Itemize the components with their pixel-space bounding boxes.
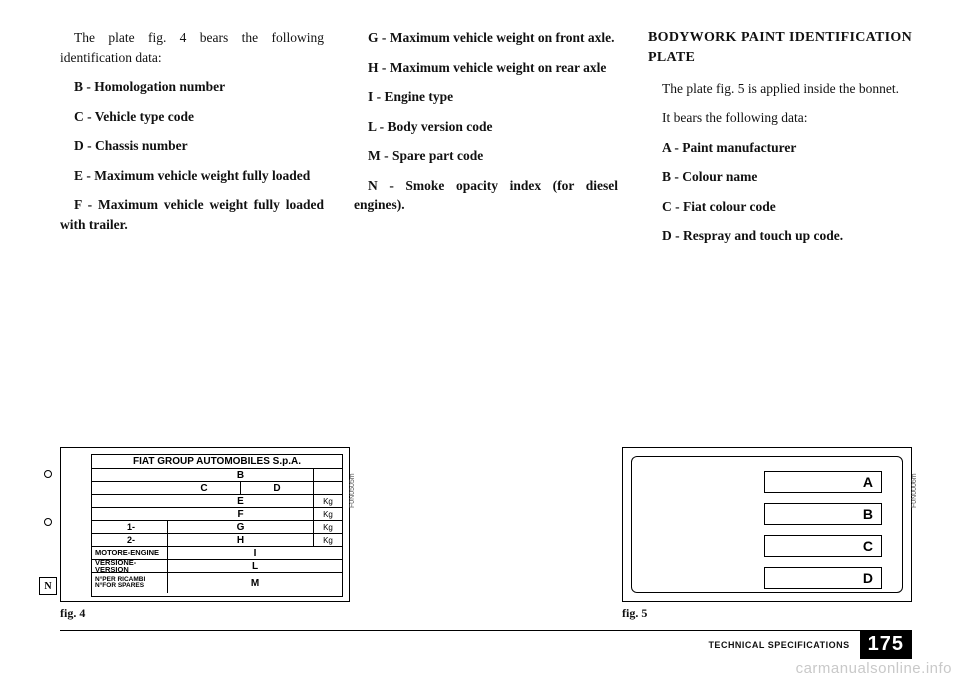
text-columns: The plate fig. 4 bears the following ide… [60,28,912,256]
col2-g: G - Maximum vehicle weight on front axle… [354,28,618,48]
plate4-label-versione: VERSIONE-VERSION [92,560,168,572]
plate4-cell-c: C [168,482,241,494]
plate4-cell-l: L [168,560,342,572]
kg-unit: Kg [314,521,342,533]
plate4-cell-f: F [168,508,314,520]
plate4-left-margin: N [37,448,61,601]
col3-heading: BODYWORK PAINT IDENTIFICATION PLATE [648,28,912,69]
plate4-cell-g: G [168,521,314,533]
plate4-cell-i: I [168,547,342,559]
plate-hole-icon [44,518,52,526]
col1-e: E - Maximum vehicle weight fully loaded [60,166,324,186]
col3-d: D - Respray and touch up code. [648,226,912,246]
col2-h: H - Maximum vehicle weight on rear axle [354,58,618,78]
fig4-caption: fig. 4 [60,606,350,621]
col2-l: L - Body version code [354,117,618,137]
plate4-row2-label: 2- [92,534,168,546]
identification-plate-fig4: F0N0505m N FIAT GROUP AUTOMOBILES S.p.A.… [60,447,350,602]
kg-unit: Kg [314,495,342,507]
col1-intro: The plate fig. 4 bears the following ide… [60,28,324,67]
plate4-row1-label: 1- [92,521,168,533]
footer-section-label: TECHNICAL SPECIFICATIONS [708,640,849,650]
kg-unit: Kg [314,534,342,546]
plate4-inner: FIAT GROUP AUTOMOBILES S.p.A. B CD EKg F… [91,454,343,597]
fig4-side-code: F0N0505m [349,473,356,508]
figure-5-block: F0N0006m A B C D fig. 5 [622,447,912,621]
col1-c: C - Vehicle type code [60,107,324,127]
plate5-box-d: D [764,567,882,589]
plate5-box-a: A [764,471,882,493]
col3-c: C - Fiat colour code [648,197,912,217]
col3-a: A - Paint manufacturer [648,138,912,158]
plate5-box-b: B [764,503,882,525]
plate4-n-box: N [39,577,57,595]
plate4-cell-b: B [168,469,314,481]
fig5-side-code: F0N0006m [911,473,918,508]
col3-lead: It bears the following data: [648,108,912,128]
fig5-caption: fig. 5 [622,606,912,621]
col2-i: I - Engine type [354,87,618,107]
col2-m: M - Spare part code [354,146,618,166]
plate4-cell-e: E [168,495,314,507]
plate4-cell-d: D [241,482,314,494]
page-number: 175 [860,630,912,659]
figures-row: F0N0505m N FIAT GROUP AUTOMOBILES S.p.A.… [60,447,912,621]
figure-4-block: F0N0505m N FIAT GROUP AUTOMOBILES S.p.A.… [60,447,350,621]
paint-plate-fig5: F0N0006m A B C D [622,447,912,602]
plate5-box-c: C [764,535,882,557]
kg-unit: Kg [314,508,342,520]
column-2: G - Maximum vehicle weight on front axle… [354,28,618,256]
plate4-title: FIAT GROUP AUTOMOBILES S.p.A. [92,455,342,469]
watermark-text: carmanualsonline.info [796,660,952,677]
col1-b: B - Homologation number [60,77,324,97]
col2-n: N - Smoke opacity index (for diesel engi… [354,176,618,215]
manual-page: The plate fig. 4 bears the following ide… [0,0,960,679]
col3-b: B - Colour name [648,167,912,187]
plate4-label-ricambi: N°PER RICAMBI N°FOR SPARES [92,573,168,593]
column-1: The plate fig. 4 bears the following ide… [60,28,324,256]
plate-hole-icon [44,470,52,478]
col1-f: F - Maximum vehicle weight fully loaded … [60,195,324,234]
plate5-inner: A B C D [631,456,903,593]
plate4-cell-h: H [168,534,314,546]
column-3: BODYWORK PAINT IDENTIFICATION PLATE The … [648,28,912,256]
plate4-cell-m: M [168,573,342,593]
page-footer: TECHNICAL SPECIFICATIONS 175 [708,630,912,659]
col1-d: D - Chassis number [60,136,324,156]
col3-intro: The plate fig. 5 is applied inside the b… [648,79,912,99]
